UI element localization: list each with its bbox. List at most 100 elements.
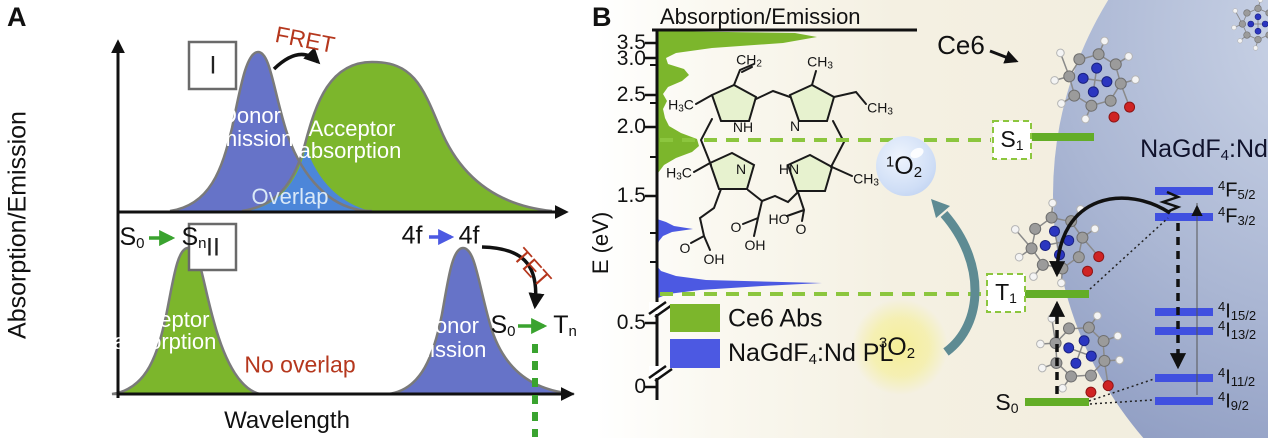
- i152-level-label: 4I15/2: [1218, 298, 1257, 324]
- o-left-label: O: [679, 240, 691, 256]
- f32-level-bar: [1155, 213, 1213, 221]
- legend-label-ce6: Ce6 Abs: [728, 304, 823, 333]
- i132-level-bar: [1155, 327, 1213, 335]
- donor-emission-label-1a: Donor: [221, 103, 281, 128]
- f52-level-bar: [1155, 187, 1213, 195]
- nanoparticle-label: NaGdF4:Nd: [1140, 134, 1268, 165]
- donor-emission-label-2a: Donor: [419, 313, 479, 338]
- donor-emission-curve-1: [170, 52, 372, 211]
- tick-3-0: 3.0: [616, 47, 646, 70]
- h3c-bottom-label: H3C: [666, 164, 692, 183]
- nonradiative-squiggle: [1159, 190, 1182, 214]
- acceptor-absorption-label-2b: absorption: [113, 329, 217, 354]
- axis-break-upper: [648, 300, 673, 319]
- plot1-tag: I: [209, 51, 217, 80]
- oxygen-excitation-arrow: [940, 211, 980, 356]
- i92-level-label: 4I9/2: [1218, 388, 1249, 414]
- fret-arrow: [272, 47, 321, 71]
- dotted-correlation-lines: [1088, 217, 1169, 405]
- t1-label-box: [986, 273, 1026, 313]
- i132-level-label: 4I13/2: [1218, 317, 1257, 343]
- i112-level-label: 4I11/2: [1218, 364, 1256, 390]
- plot2-tag: II: [206, 233, 220, 262]
- s0-state-label: S0: [995, 388, 1019, 417]
- nh-label: NH: [732, 119, 754, 135]
- methyl-bottom-label: CH3: [853, 170, 879, 189]
- tn-state-label: Tn: [553, 310, 577, 341]
- oxygen-arrowhead: [931, 199, 950, 218]
- acceptor-curve-outline: [241, 60, 553, 213]
- tick-1-5: 1.5: [616, 184, 646, 207]
- 4f-from-label: 4f: [401, 221, 423, 250]
- i152-level-bar: [1155, 308, 1213, 316]
- tick-3-5: 3.5: [616, 31, 646, 54]
- h3c-top-label: H3C: [668, 96, 694, 115]
- plot2-tag-box: [187, 222, 238, 272]
- tet-arrow: [481, 245, 545, 310]
- o-mid-label: O: [730, 219, 742, 235]
- ethyl-ch3-label: CH3: [867, 99, 893, 118]
- triplet-oxygen-label: 3O2: [878, 333, 916, 362]
- acceptor-absorption-label-1a: Acceptor: [308, 116, 396, 141]
- legend-swatch-nd: [670, 339, 720, 368]
- oh-left-label: OH: [703, 251, 725, 267]
- methyl-top-label: CH3: [807, 53, 833, 72]
- major-ticks: [645, 41, 657, 389]
- i112-level-bar: [1155, 374, 1213, 382]
- nd-emission-spectrum: [657, 219, 822, 298]
- hn-label: HN: [778, 161, 800, 177]
- tet-transfer-arrow: [1049, 196, 1171, 278]
- triplet-oxygen-glow: [852, 299, 948, 395]
- s1-label-box: [992, 120, 1032, 160]
- minor-ticks: [650, 64, 657, 263]
- s0-state-plot2: S0: [119, 222, 145, 253]
- t1-state-label: T1: [995, 278, 1017, 307]
- 4f-to-label: 4f: [458, 221, 480, 250]
- tick-2-0: 2.0: [616, 115, 646, 138]
- acceptor-absorption-label-2a: Acceptor: [122, 307, 210, 332]
- donor-emission-label-2b: emission: [399, 337, 487, 362]
- s1-level-bar: [1032, 133, 1094, 141]
- panelA-y-axis-label: Absorption/Emission: [3, 111, 32, 339]
- legend-swatch-ce6: [670, 304, 720, 332]
- t1-level-bar: [1023, 290, 1089, 298]
- acceptor-absorption-curve-1: [242, 62, 552, 211]
- panelB-y-axis-label: E (eV): [588, 211, 613, 275]
- f32-level-label: 4F3/2: [1218, 203, 1256, 229]
- overlap-region: [246, 147, 370, 211]
- ce6-pointer-arrow: [989, 49, 1019, 64]
- ce6-skeletal-structure: [690, 63, 867, 251]
- acceptor-absorption-label-1b: absorption: [298, 138, 402, 163]
- s0-level-bar: [1025, 398, 1089, 406]
- overlap-label: Overlap: [251, 184, 329, 209]
- panelB-title: Absorption/Emission: [660, 4, 861, 29]
- ce6-levels: [1023, 133, 1094, 406]
- tick-0-5: 0.5: [616, 311, 646, 334]
- panelA-label: A: [7, 2, 27, 32]
- ce6-absorption-spectrum: [657, 31, 817, 178]
- donor-curve-outline: [169, 50, 373, 213]
- plot1-tag-box: [187, 40, 238, 91]
- plot1-curves: [169, 50, 553, 213]
- donor-emission-curve-2: [387, 246, 575, 396]
- plot2-curves: [111, 246, 575, 396]
- panelA-axes: [111, 39, 575, 401]
- sn-state-plot2: Sn: [181, 222, 207, 253]
- oh-mid-label: OH: [744, 237, 766, 253]
- no-overlap-label: No overlap: [244, 351, 356, 378]
- n-top-label: N: [789, 118, 801, 134]
- o-right-label: O: [795, 221, 807, 237]
- singlet-oxygen-label: 1O2: [885, 152, 923, 181]
- nd-levels: [1155, 187, 1213, 405]
- panelB-label: B: [592, 2, 612, 32]
- s1-state-label: S1: [1000, 125, 1024, 154]
- tick-2-5: 2.5: [616, 83, 646, 106]
- ho-label: HO: [768, 211, 790, 227]
- ce6-label: Ce6: [937, 30, 985, 60]
- f52-level-label: 4F5/2: [1218, 177, 1256, 203]
- panelA-x-axis-label: Wavelength: [224, 407, 350, 434]
- tick-0: 0: [634, 375, 646, 398]
- bubble-highlight: [910, 147, 924, 159]
